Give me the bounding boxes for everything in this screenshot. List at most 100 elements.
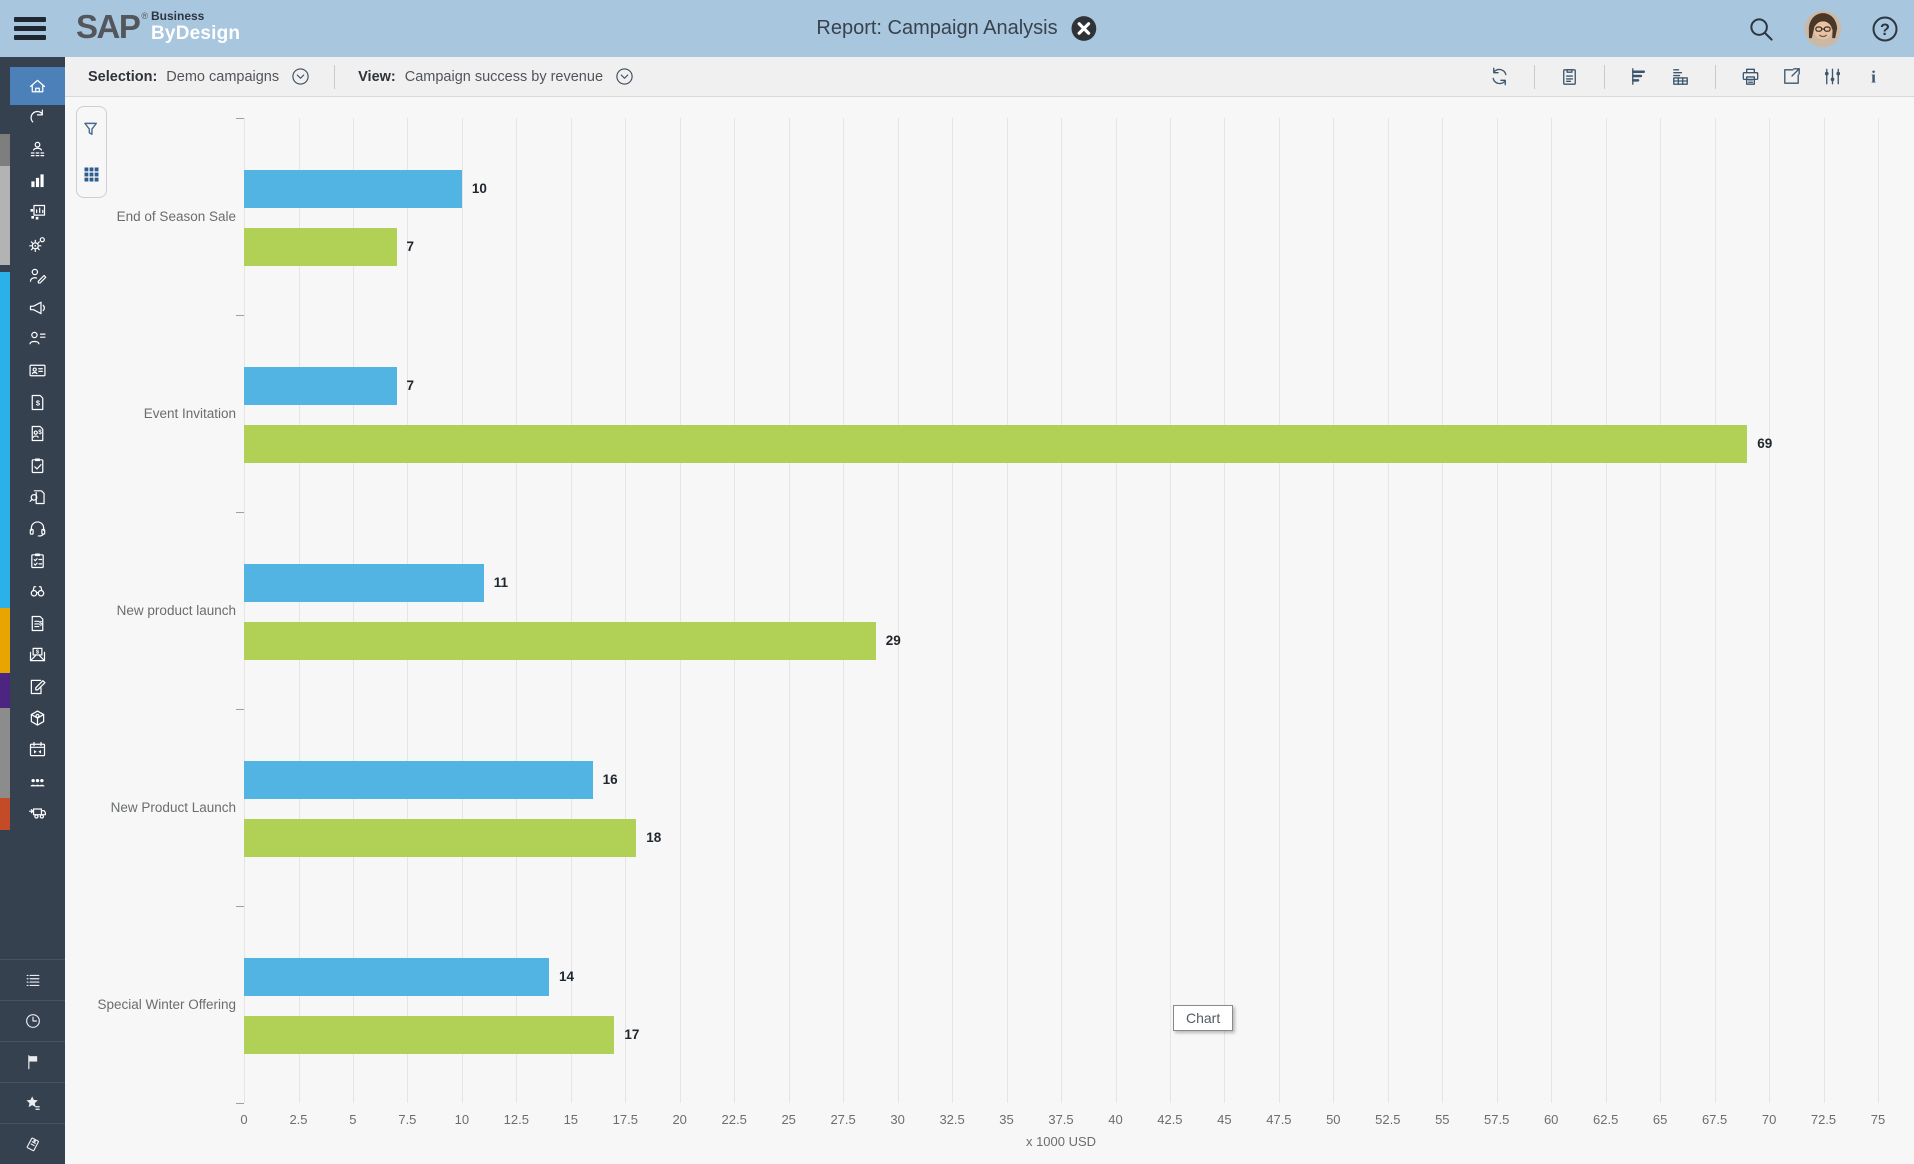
view-dropdown-chevron-icon[interactable] (614, 66, 635, 87)
table-view-icon-glyph (1673, 69, 1688, 85)
sidebar-item-tag[interactable] (0, 1123, 65, 1164)
sidebar-item-truck[interactable] (10, 797, 65, 829)
table-view-icon[interactable] (1667, 63, 1694, 90)
sidebar-item-person-group[interactable] (10, 133, 65, 165)
three-people-icon (30, 778, 45, 786)
gridline (352, 118, 354, 1103)
sidebar-color-strip (0, 708, 10, 798)
filter-button[interactable] (81, 119, 102, 140)
view-label: View: (358, 68, 396, 85)
selection-dropdown-chevron-icon[interactable] (290, 66, 311, 87)
binoculars-icon (30, 586, 45, 597)
x-axis-tick-label: 57.5 (1484, 1112, 1510, 1127)
svg-text:$: $ (38, 429, 42, 436)
chart-bar[interactable] (244, 425, 1748, 463)
sidebar-item-clock[interactable] (0, 1000, 65, 1041)
sidebar-item-curved-arrow[interactable] (10, 102, 65, 134)
sidebar-item-doc-lines-dollar[interactable]: $ (10, 607, 65, 639)
sidebar-item-cube[interactable] (10, 702, 65, 734)
sidebar-item-headset[interactable] (10, 512, 65, 544)
sidebar-item-star[interactable] (0, 1082, 65, 1123)
sidebar-item-id-card[interactable] (10, 354, 65, 386)
category-axis-tick (236, 118, 244, 119)
megaphone-icon (29, 301, 45, 314)
close-icon (1071, 16, 1097, 41)
chart-bar[interactable] (244, 1016, 615, 1054)
sidebar-item-home[interactable] (10, 67, 65, 105)
sidebar-item-megaphone[interactable] (10, 291, 65, 323)
chart-bar[interactable] (244, 170, 462, 208)
sidebar-item-bar-chart[interactable] (10, 165, 65, 197)
category-axis-tick (236, 709, 244, 710)
bullet-list-icon (26, 974, 39, 986)
app-header: SAP ® Business ByDesign Report: Campaign… (0, 0, 1914, 57)
clipboard-icon[interactable] (1556, 63, 1583, 90)
x-axis-tick-label: 42.5 (1157, 1112, 1183, 1127)
sidebar-item-doc-dollar[interactable]: $ (10, 386, 65, 418)
sidebar-item-doc-person-dollar[interactable]: $ (10, 418, 65, 450)
doc-magnifier-icon (29, 490, 45, 505)
sidebar-item-chart-board[interactable] (10, 196, 65, 228)
x-axis-tick-label: 32.5 (939, 1112, 965, 1127)
id-card-icon (29, 364, 46, 377)
refresh-icon[interactable] (1486, 63, 1513, 90)
info-icon[interactable]: i (1860, 63, 1887, 90)
home-icon (29, 79, 46, 92)
chart-bar[interactable] (244, 228, 397, 266)
sidebar-item-calendar-arrows[interactable] (10, 734, 65, 766)
sidebar-color-strip (0, 134, 10, 166)
chart-bar[interactable] (244, 367, 397, 405)
bar-value-label: 17 (624, 1027, 640, 1042)
sap-bydesign-logo: SAP ® Business ByDesign (76, 7, 240, 47)
settings-sliders-icon[interactable] (1819, 63, 1846, 90)
bar-value-label: 69 (1757, 436, 1773, 451)
sidebar-item-envelope-dollar[interactable]: $ (10, 639, 65, 671)
sidebar-item-clipboard-list[interactable] (10, 544, 65, 576)
print-icon[interactable] (1737, 63, 1764, 90)
chart-bar[interactable] (244, 564, 484, 602)
chart-bar[interactable] (244, 819, 637, 857)
chart-view-icon-glyph (1632, 68, 1646, 85)
category-axis-tick (236, 906, 244, 907)
sidebar-item-doc-magnifier[interactable] (10, 481, 65, 513)
x-axis-tick-label: 20 (672, 1112, 687, 1127)
sidebar-color-strip (0, 608, 10, 673)
sidebar-item-person-pencil[interactable] (10, 260, 65, 292)
calendar-arrows-icon (29, 741, 46, 757)
hamburger-menu-icon[interactable] (14, 17, 46, 40)
sidebar-item-bullet-list[interactable] (0, 959, 65, 1000)
sidebar-item-person-list[interactable] (10, 323, 65, 355)
sidebar-item-doc-pencil[interactable] (10, 670, 65, 702)
chart-bar[interactable] (244, 958, 549, 996)
category-label: Event Invitation (143, 405, 236, 421)
chart-view-icon[interactable] (1626, 63, 1653, 90)
sidebar-color-strip (0, 166, 10, 265)
gridline (1006, 118, 1008, 1103)
person-pencil-icon (29, 268, 47, 284)
grid-button[interactable] (81, 164, 102, 185)
user-avatar[interactable] (1803, 9, 1843, 49)
view-value[interactable]: Campaign success by revenue (404, 68, 604, 85)
x-axis-tick-label: 7.5 (398, 1112, 417, 1127)
category-label: New Product Launch (110, 799, 236, 815)
search-icon[interactable] (1746, 14, 1776, 44)
person-list-icon (29, 332, 46, 345)
gridline (1169, 118, 1171, 1103)
export-icon[interactable] (1778, 63, 1805, 90)
gears-icon (29, 236, 45, 252)
bar-value-label: 18 (646, 830, 662, 845)
sidebar-item-binoculars[interactable] (10, 576, 65, 608)
close-report-button[interactable] (1071, 15, 1098, 42)
chart-bar[interactable] (244, 761, 593, 799)
help-icon[interactable]: ? (1870, 14, 1900, 44)
sidebar-item-three-people[interactable] (10, 765, 65, 797)
chart-bar[interactable] (244, 622, 876, 660)
sidebar-item-clipboard-check[interactable] (10, 449, 65, 481)
gridline (407, 118, 409, 1103)
selection-value[interactable]: Demo campaigns (166, 68, 280, 85)
gridline (734, 118, 736, 1103)
sidebar-item-flag[interactable] (0, 1041, 65, 1082)
sidebar-item-gears[interactable] (10, 228, 65, 260)
x-axis-tick-label: 10 (454, 1112, 470, 1127)
svg-text:$: $ (39, 620, 43, 627)
